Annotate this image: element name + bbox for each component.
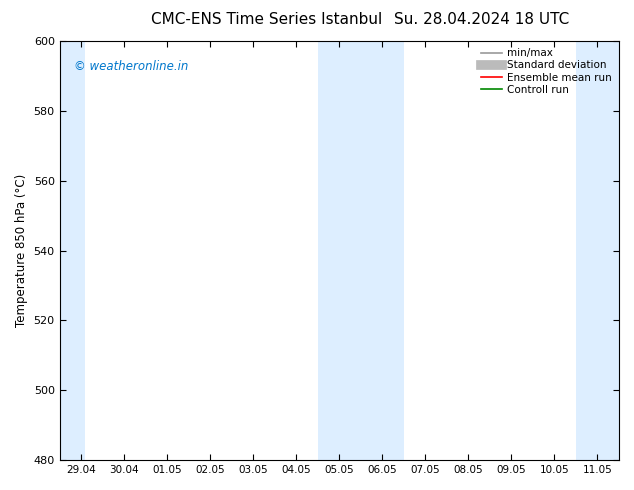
Y-axis label: Temperature 850 hPa (°C): Temperature 850 hPa (°C) <box>15 174 28 327</box>
Text: Su. 28.04.2024 18 UTC: Su. 28.04.2024 18 UTC <box>394 12 569 27</box>
Bar <box>60 41 86 460</box>
Bar <box>576 41 619 460</box>
Text: © weatheronline.in: © weatheronline.in <box>74 60 188 73</box>
Bar <box>318 41 404 460</box>
Legend: min/max, Standard deviation, Ensemble mean run, Controll run: min/max, Standard deviation, Ensemble me… <box>479 46 614 97</box>
Text: CMC-ENS Time Series Istanbul: CMC-ENS Time Series Istanbul <box>151 12 382 27</box>
